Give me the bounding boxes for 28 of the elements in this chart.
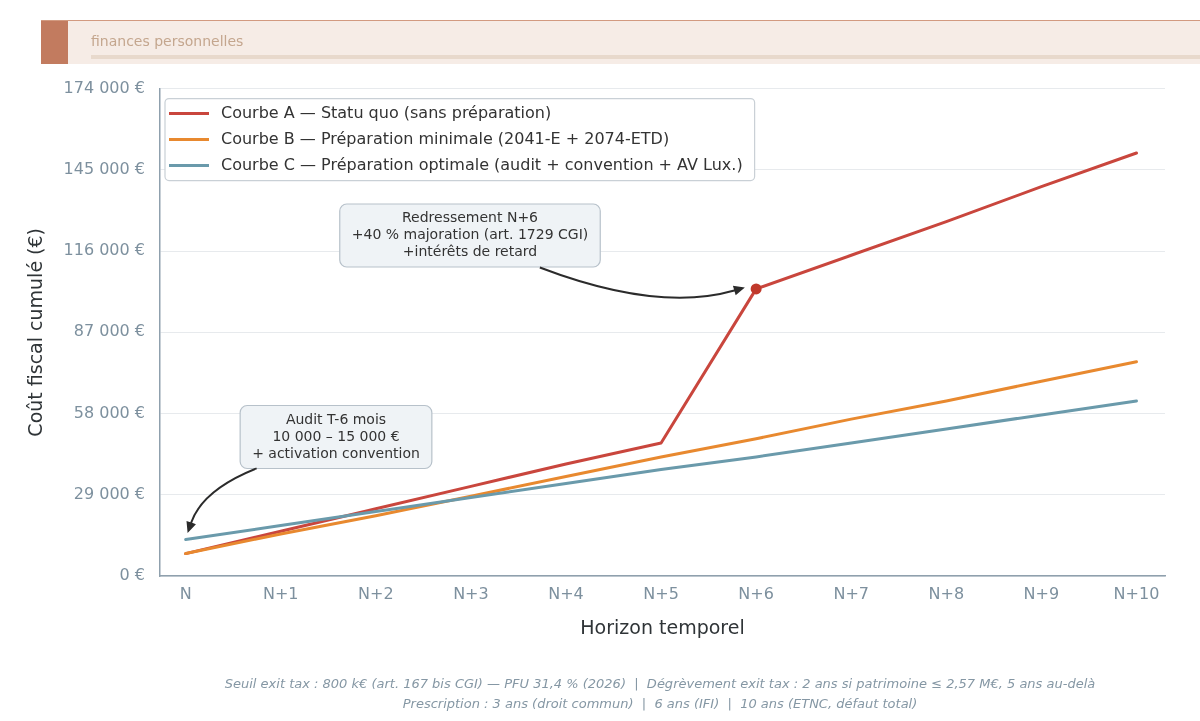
text: Prescription : 3 ans (droit commun) | 6 ans (IFI) | 10 ans (ETNC, défaut total) bbox=[401, 695, 919, 713]
x-tick-label: N+9 bbox=[1023, 583, 1060, 603]
x-tick-label: N+7 bbox=[833, 583, 870, 603]
x-tick-label: N+2 bbox=[358, 583, 394, 603]
x-tick-label: N+6 bbox=[738, 583, 774, 603]
annotation: Redressement N+6 +40 % majoration (art. 1729 CGI) +intérêts de retard bbox=[351, 209, 589, 260]
y-tick-label: 116 000 € bbox=[63, 240, 145, 260]
y-tick-label: 58 000 € bbox=[73, 402, 145, 422]
y-axis-title: Coût fiscal cumulé (€) bbox=[23, 227, 46, 437]
x-axis-title: Horizon temporel bbox=[580, 615, 745, 638]
y-tick-label: 87 000 € bbox=[73, 321, 145, 341]
x-tick-label: N+3 bbox=[453, 583, 489, 603]
legend-label: Courbe C — Préparation optimale (audit + convention + AV Lux.) bbox=[221, 154, 743, 174]
x-tick-label: N+10 bbox=[1113, 583, 1160, 603]
legend-label: Courbe A — Statu quo (sans préparation) bbox=[221, 102, 552, 122]
x-tick-label: N+4 bbox=[548, 583, 584, 603]
y-tick-label: 174 000 € bbox=[63, 77, 145, 97]
annotation: Audit T-6 mois 10 000 – 15 000 € + activation convention bbox=[252, 410, 420, 461]
text: Seuil exit tax : 800 k€ (art. 167 bis CGI) — PFU 31,4 % (2026) | Dégrèvement exit tax : 2 ans si patrimoine ≤ 2,57 M€, 5 ans au-delà bbox=[223, 675, 1097, 693]
chart-subtitle: finances personnelles bbox=[91, 33, 244, 49]
y-tick-label: 145 000 € bbox=[63, 158, 145, 178]
x-tick-label: N+8 bbox=[928, 583, 965, 603]
x-tick-label: N bbox=[179, 583, 192, 603]
y-tick-label: 0 € bbox=[119, 565, 145, 585]
y-tick-label: 29 000 € bbox=[73, 483, 145, 503]
x-tick-label: N+5 bbox=[643, 583, 679, 603]
legend-label: Courbe B — Préparation minimale (2041-E + 2074-ETD) bbox=[221, 128, 670, 148]
x-tick-label: N+1 bbox=[262, 583, 299, 603]
